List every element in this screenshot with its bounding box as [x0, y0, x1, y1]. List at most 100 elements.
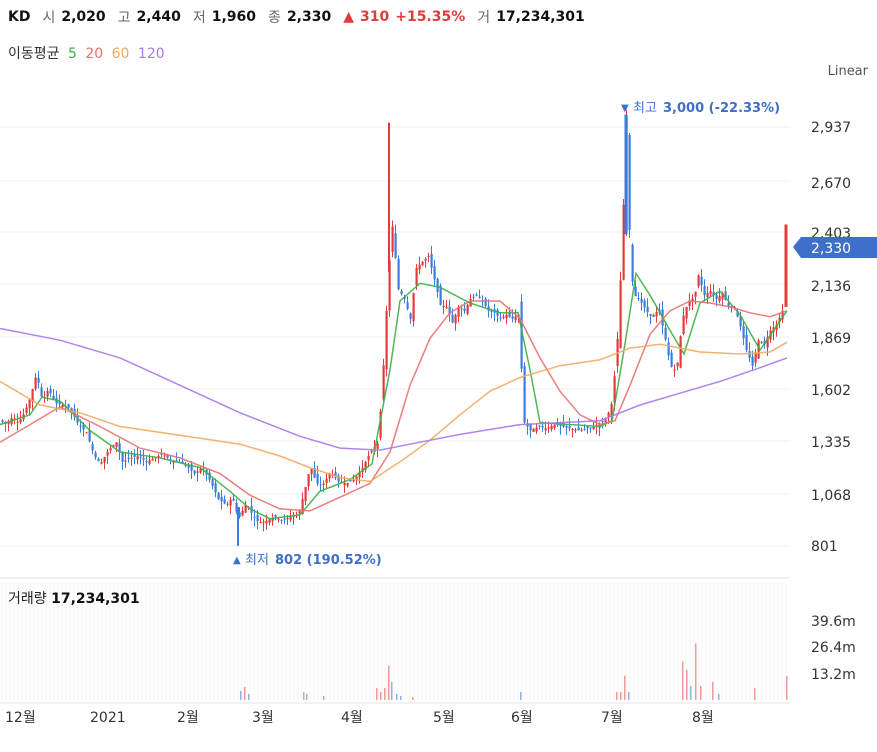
candle-body	[577, 427, 580, 431]
candle-body	[391, 226, 394, 253]
candle-body	[97, 458, 100, 462]
candle-body	[397, 258, 400, 290]
volume-bar	[384, 687, 386, 700]
candle-body	[175, 460, 178, 462]
volume-bar	[686, 669, 688, 700]
ma5-line	[0, 271, 788, 520]
candle-body	[187, 464, 190, 468]
candle-body	[289, 516, 292, 520]
candle-body	[631, 244, 634, 282]
candle-body	[655, 312, 658, 317]
candle-body	[535, 427, 538, 432]
candle-body	[679, 336, 682, 368]
ma20-legend[interactable]: 20	[85, 46, 104, 62]
candle-body	[253, 516, 256, 518]
candle-body	[754, 352, 757, 363]
candle-body	[463, 308, 466, 311]
candle-body	[127, 457, 130, 459]
volume-bar	[628, 691, 630, 700]
candle-body	[643, 300, 646, 308]
volume-bar	[616, 691, 618, 700]
candle-body	[652, 314, 655, 318]
close-label: 종	[268, 10, 281, 26]
candle-body	[682, 315, 685, 334]
candle-body	[409, 313, 412, 319]
candle-body	[688, 300, 691, 306]
low-marker-icon: ▲	[233, 555, 241, 566]
price-tick: 801	[811, 539, 838, 555]
candle-body	[451, 314, 454, 323]
candle-body	[388, 260, 391, 311]
candle-body	[115, 442, 118, 447]
candle-body	[19, 419, 22, 423]
ma60-legend[interactable]: 60	[111, 46, 130, 62]
candle-body	[421, 261, 424, 266]
volume-bar	[396, 693, 398, 700]
candle-body	[472, 296, 475, 298]
low-annotation: ▲ 최저 802 (190.52%)	[233, 553, 382, 568]
candle-body	[649, 314, 652, 317]
candle-body	[40, 387, 43, 397]
x-axis-label: 7월	[601, 710, 623, 726]
candle-body	[697, 275, 700, 287]
ma5-legend[interactable]: 5	[67, 46, 77, 62]
price-tick: 2,136	[811, 279, 851, 295]
open-value: 2,020	[61, 9, 106, 25]
candle-body	[400, 291, 403, 295]
candle-body	[382, 365, 385, 400]
ma-legend-label: 이동평균	[8, 46, 60, 62]
candle-body	[742, 326, 745, 339]
candle-body	[37, 377, 40, 383]
candle-body	[232, 498, 235, 501]
candle-body	[34, 377, 37, 389]
volume-bar	[412, 696, 414, 700]
volume-bar	[786, 675, 788, 700]
candle-body	[184, 465, 187, 467]
candle-body	[592, 426, 595, 430]
candle-body	[724, 291, 727, 301]
candle-body	[241, 510, 244, 516]
candle-body	[25, 407, 28, 413]
candle-body	[118, 443, 121, 453]
candle-body	[274, 515, 277, 518]
moving-average-lines	[0, 271, 788, 520]
candle-body	[7, 421, 10, 425]
high-annotation: ▼ 최고 3,000 (-22.33%)	[621, 101, 780, 116]
volume-bar	[323, 695, 325, 700]
candle-body	[607, 412, 610, 418]
candle-body	[565, 425, 568, 428]
candle-body	[337, 475, 340, 482]
candle-body	[169, 459, 172, 461]
volume-grid	[1, 582, 787, 700]
candle-body	[718, 296, 721, 302]
volume-bars	[240, 643, 788, 700]
candle-body	[145, 461, 148, 463]
high-annotation-label: 최고	[633, 101, 657, 116]
candle-body	[394, 233, 397, 258]
candle-body	[235, 503, 238, 512]
price-tick: 2,937	[811, 120, 851, 136]
candle-body	[85, 432, 88, 434]
volume-bar	[400, 695, 402, 700]
candle-body	[703, 286, 706, 296]
candle-body	[745, 334, 748, 351]
high-value: 2,440	[136, 9, 181, 25]
high-marker-icon: ▼	[621, 103, 629, 114]
scale-mode-toggle[interactable]: Linear	[827, 64, 868, 79]
candle-body	[109, 448, 112, 451]
price-tick: 1,335	[811, 435, 851, 451]
candle-body	[766, 337, 769, 348]
candle-body	[73, 408, 76, 417]
candle-body	[667, 342, 670, 356]
candle-body	[571, 428, 574, 430]
volume-bar	[624, 675, 626, 700]
volume-tick: 13.2m	[811, 667, 856, 683]
high-annotation-value: 3,000 (-22.33%)	[663, 101, 780, 116]
candle-body	[358, 472, 361, 478]
ma120-legend[interactable]: 120	[137, 46, 165, 62]
candle-body	[103, 456, 106, 463]
candle-body	[610, 403, 613, 417]
candle-body	[406, 302, 409, 309]
candle-body	[223, 499, 226, 504]
